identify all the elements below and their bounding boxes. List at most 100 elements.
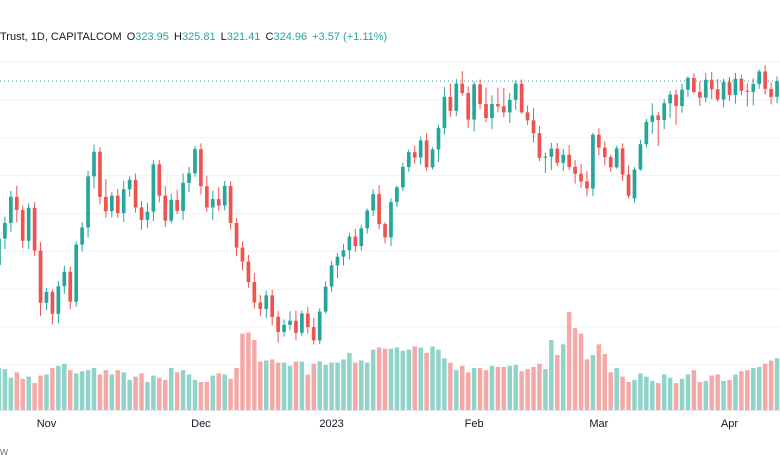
volume-bar <box>549 340 554 410</box>
candle-body <box>442 96 447 128</box>
volume-bar <box>394 347 400 410</box>
volume-bar <box>572 328 578 410</box>
candle-body <box>377 194 381 225</box>
volume-bar <box>198 382 204 410</box>
candle-body <box>282 324 286 333</box>
candle-body <box>347 236 352 251</box>
volume-bar <box>620 376 625 410</box>
candle-body <box>591 134 595 189</box>
candle-body <box>74 244 79 302</box>
candle-body <box>490 104 494 119</box>
candle-body <box>181 182 185 211</box>
candle-body <box>205 186 209 208</box>
volume-bar <box>733 374 738 410</box>
candle-body <box>193 149 197 174</box>
footer-text: w <box>0 446 8 458</box>
candle-body <box>513 83 518 100</box>
volume-bar <box>341 359 346 410</box>
close-label: C <box>265 31 274 43</box>
symbol-title: Trust, 1D, CAPITALCOM <box>0 31 122 43</box>
candle-body <box>412 152 417 158</box>
volume-bar <box>477 368 483 410</box>
candle-body <box>644 121 649 145</box>
candle-body <box>460 83 465 94</box>
volume-bar <box>151 375 156 410</box>
candle-body <box>32 207 37 251</box>
candle-body <box>709 79 714 90</box>
volume-bar <box>163 379 168 410</box>
candle-body <box>133 179 138 208</box>
volume-bar <box>768 360 774 410</box>
volume-bar <box>739 371 744 410</box>
volume-bar <box>103 370 109 410</box>
candle-body <box>240 247 245 262</box>
volume-bar <box>661 374 667 410</box>
candle-body <box>721 82 726 100</box>
candle-body <box>127 179 132 190</box>
volume-bar <box>127 379 132 410</box>
candle-body <box>44 291 49 303</box>
candle-body <box>38 250 43 303</box>
volume-bar <box>400 350 406 410</box>
candle-body <box>769 88 773 97</box>
volume-bar <box>745 370 750 410</box>
candle-body <box>466 93 471 120</box>
candle-body <box>92 151 96 177</box>
candle-body <box>187 173 191 183</box>
candle-body <box>727 82 732 95</box>
candle-body <box>252 282 257 303</box>
candle-body <box>680 89 684 106</box>
candle-body <box>371 194 375 211</box>
volume-bar <box>679 378 685 410</box>
low-value: 321.41 <box>226 31 261 43</box>
volume-bar <box>2 369 8 410</box>
candle-body <box>115 195 120 214</box>
volume-bar <box>264 360 269 410</box>
volume-bar <box>566 312 572 410</box>
open-value: 323.95 <box>135 31 169 43</box>
candle-body <box>531 120 536 134</box>
candle-body <box>537 133 542 158</box>
volume-bar <box>216 373 221 410</box>
candle-body <box>519 83 524 113</box>
candle-body <box>68 271 73 302</box>
volume-bar <box>353 362 358 410</box>
candle-body <box>602 147 607 158</box>
low-label: L <box>220 31 227 43</box>
volume-bar <box>471 368 477 410</box>
volume-bar <box>370 349 376 410</box>
volume-bar <box>56 365 61 410</box>
close-value: 324.96 <box>273 31 308 43</box>
volume-bar <box>186 374 192 410</box>
volume-bar <box>483 370 489 410</box>
volume-bar <box>228 378 233 410</box>
candle-body <box>430 149 435 168</box>
candle-body <box>549 148 554 157</box>
candle-body <box>501 106 506 113</box>
candle-body <box>608 157 613 168</box>
volume-bar <box>192 379 198 410</box>
candle-body <box>3 222 7 239</box>
candle-body <box>26 207 31 241</box>
volume-bar <box>145 382 150 410</box>
volume-bar <box>0 368 2 410</box>
candle-body <box>216 199 221 206</box>
volume-bar <box>293 361 299 410</box>
volume-bar <box>317 361 322 410</box>
volume-bar <box>555 355 560 410</box>
volume-bar <box>91 368 97 410</box>
candle-body <box>157 164 162 196</box>
volume-bar <box>543 369 548 410</box>
volume-bar <box>525 369 530 410</box>
candle-body <box>484 104 488 119</box>
volume-bar <box>596 344 602 410</box>
volume-bar <box>258 361 263 410</box>
candle-body <box>104 196 108 212</box>
candle-body <box>228 185 233 223</box>
candle-body <box>395 187 399 203</box>
candle-body <box>406 152 411 167</box>
volume-bar <box>139 373 144 410</box>
candle-body <box>86 176 90 228</box>
volume-bar <box>269 359 275 410</box>
